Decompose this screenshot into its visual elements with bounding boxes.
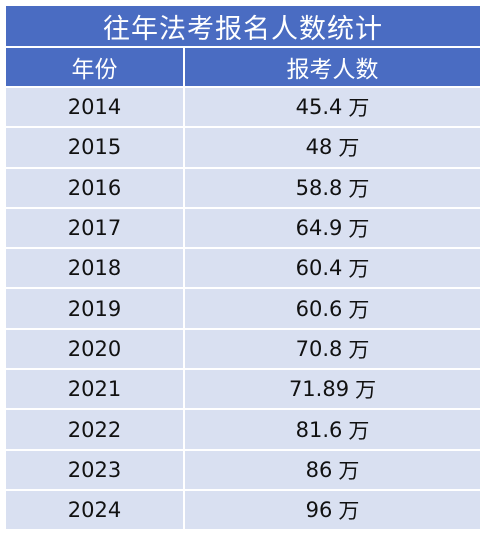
count-value: 60.6 <box>295 296 343 321</box>
table-row: 2021 71.89 万 <box>6 370 480 411</box>
table-row: 2022 81.6 万 <box>6 410 480 451</box>
year-cell: 2023 <box>6 450 185 489</box>
count-unit: 万 <box>348 257 370 282</box>
count-cell: 96 万 <box>185 491 480 529</box>
count-unit: 万 <box>348 297 370 322</box>
count-unit: 万 <box>348 176 370 201</box>
header-year: 年份 <box>6 48 185 86</box>
header-count: 报考人数 <box>286 57 379 83</box>
table-title: 往年法考报名人数统计 <box>6 6 480 48</box>
count-cell: 45.4 万 <box>185 88 480 126</box>
count-value: 70.8 <box>295 336 343 361</box>
count-unit: 万 <box>355 378 377 403</box>
count-cell: 48 万 <box>185 128 480 166</box>
count-value: 86 <box>305 457 333 482</box>
count-unit: 万 <box>348 418 370 443</box>
year-cell: 2020 <box>6 329 185 369</box>
count-value: 60.4 <box>295 256 343 281</box>
count-unit: 万 <box>338 136 360 161</box>
count-value: 81.6 <box>295 417 343 442</box>
count-unit: 万 <box>338 499 360 524</box>
count-cell: 64.9 万 <box>185 209 480 247</box>
stats-table: 往年法考报名人数统计 年份 报考人数 2014 45.4 万 2015 48 万 2016 5… <box>5 5 481 533</box>
table-row: 2018 60.4 万 <box>6 249 480 290</box>
table-row: 2017 64.9 万 <box>6 208 480 250</box>
count-cell: 60.6 万 <box>185 289 480 327</box>
count-unit: 万 <box>348 337 370 362</box>
table-header-row: 年份 报考人数 <box>6 48 480 88</box>
count-cell: 71.89 万 <box>185 370 480 408</box>
count-cell: 60.4 万 <box>185 249 480 287</box>
count-value: 71.89 <box>288 377 350 402</box>
year-cell: 2016 <box>6 168 185 207</box>
table-row: 2023 86 万 <box>6 450 480 491</box>
year-cell: 2021 <box>6 370 185 409</box>
table-row: 2016 58.8 万 <box>6 168 480 209</box>
year-cell: 2019 <box>6 289 185 328</box>
count-cell: 86 万 <box>185 451 480 489</box>
year-cell: 2014 <box>6 88 185 127</box>
year-cell: 2017 <box>6 208 185 248</box>
count-value: 45.4 <box>295 95 343 120</box>
year-cell: 2022 <box>6 410 185 449</box>
table-row: 2020 70.8 万 <box>6 329 480 371</box>
count-cell: 70.8 万 <box>185 330 480 368</box>
table-row: 2024 96 万 <box>6 490 480 532</box>
table-row: 2014 45.4 万 <box>6 88 480 129</box>
count-value: 96 <box>305 498 333 523</box>
count-unit: 万 <box>348 96 370 121</box>
count-value: 48 <box>305 135 333 160</box>
count-value: 58.8 <box>295 175 343 200</box>
count-cell: 58.8 万 <box>185 169 480 207</box>
year-cell: 2024 <box>6 490 185 530</box>
count-unit: 万 <box>348 217 370 242</box>
table-body: 2014 45.4 万 2015 48 万 2016 58.8 万 2017 64.9 万 2018 60… <box>6 88 480 532</box>
year-cell: 2015 <box>6 128 185 167</box>
count-unit: 万 <box>338 458 360 483</box>
count-cell: 81.6 万 <box>185 410 480 448</box>
table-row: 2015 48 万 <box>6 128 480 169</box>
table-row: 2019 60.6 万 <box>6 289 480 330</box>
count-value: 64.9 <box>295 216 343 241</box>
year-cell: 2018 <box>6 249 185 288</box>
